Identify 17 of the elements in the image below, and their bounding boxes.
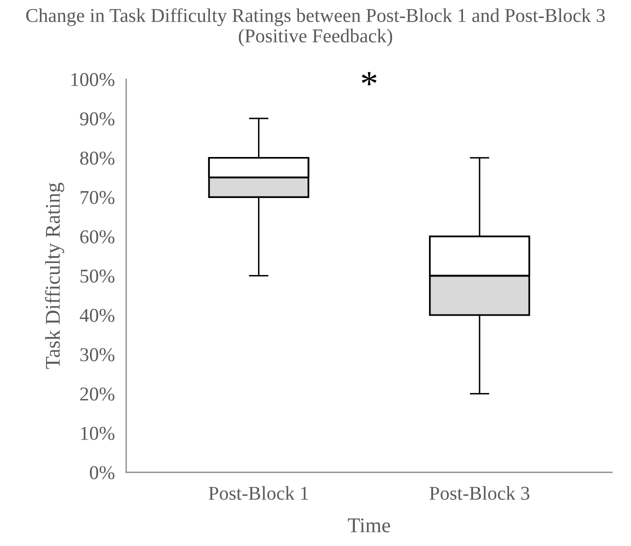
y-tick-label: 30% <box>80 348 114 362</box>
y-tick-label: 0% <box>90 466 114 480</box>
y-axis-title: Task Difficulty Rating <box>45 182 64 369</box>
annotation: * <box>362 72 376 86</box>
y-tick-label: 70% <box>80 190 114 204</box>
y-tick-label: 100% <box>71 72 114 86</box>
y-tick-label: 60% <box>80 230 114 244</box>
y-tick-label: 80% <box>80 152 114 165</box>
y-tick-label: 90% <box>80 112 114 126</box>
x-tick-label: Post-Block 1 <box>208 486 308 500</box>
x-tick-label: Post-Block 3 <box>430 486 530 500</box>
x-axis-title: Time <box>348 518 390 532</box>
y-tick-label: 50% <box>80 270 114 283</box>
y-tick-label: 10% <box>81 426 114 440</box>
y-tick-label: 40% <box>80 308 114 322</box>
y-tick-label: 20% <box>80 387 114 401</box>
chart-title: Change in Task Difficulty Ratings between Post-Block 1 and Post-Block 3 (Positive Feedback) <box>26 8 605 46</box>
